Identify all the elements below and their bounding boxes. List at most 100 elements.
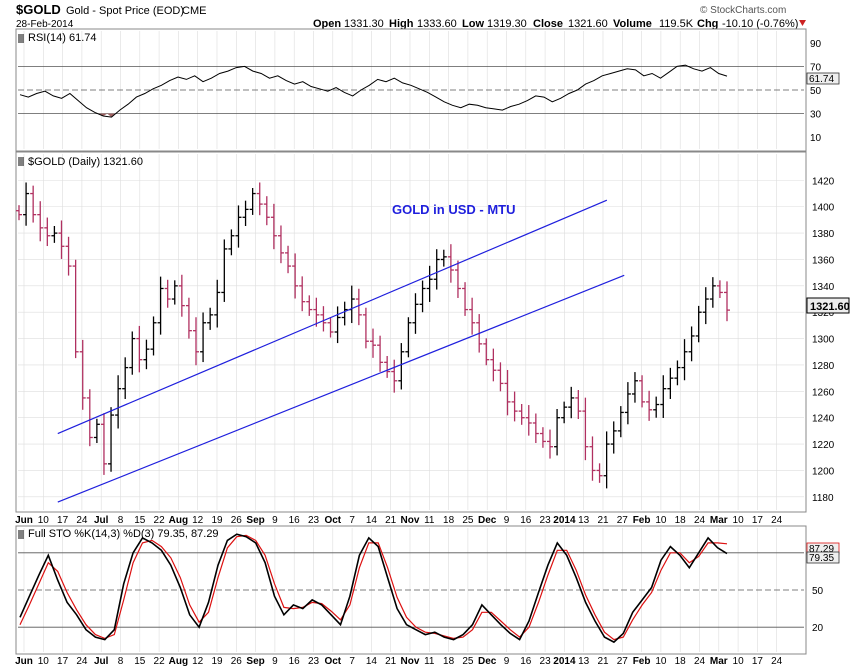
volume-label: Volume xyxy=(613,18,652,30)
volume-value: 119.5K xyxy=(659,18,694,30)
stoch-x-tick-label: 7 xyxy=(349,656,355,667)
ohlc-bar xyxy=(370,328,376,358)
price-x-tick-label: 2014 xyxy=(553,515,576,526)
stoch-x-tick-label: 15 xyxy=(134,656,146,667)
ohlc-bar xyxy=(285,245,292,274)
ohlc-bar xyxy=(178,274,185,317)
ohlc-bar xyxy=(617,406,624,438)
stoch-x-tick-label: 8 xyxy=(118,656,124,667)
stoch-x-tick-label: 23 xyxy=(540,656,552,667)
price-tick-label: 1240 xyxy=(812,414,835,425)
channel-upper-line xyxy=(57,199,608,435)
price-x-tick-label: 12 xyxy=(192,515,204,526)
price-x-tick-label: 25 xyxy=(462,515,474,526)
ohlc-bar xyxy=(355,288,362,326)
stoch-panel xyxy=(15,525,807,655)
low-value: 1319.30 xyxy=(487,18,527,30)
ohlc-bar xyxy=(639,375,646,408)
rsi-tick-label: 30 xyxy=(810,110,822,121)
ohlc-bar xyxy=(724,281,730,322)
stoch-x-tick-label: 16 xyxy=(520,656,532,667)
price-x-tick-label: 23 xyxy=(308,515,320,526)
stoch-x-tick-label: 24 xyxy=(771,656,783,667)
stoch-y-axis: 50 20 xyxy=(812,586,824,634)
rsi-y-axis: 90 70 50 30 10 xyxy=(810,39,822,144)
ohlc-bar xyxy=(221,239,228,302)
ohlc-bar xyxy=(58,220,65,259)
price-x-tick-label: 26 xyxy=(231,515,243,526)
ohlc-bar xyxy=(610,421,617,454)
ohlc-bar xyxy=(292,253,299,299)
ohlc-bar xyxy=(362,307,369,349)
ohlc-bar xyxy=(440,249,447,267)
rsi-tick-label: 70 xyxy=(810,62,822,73)
ohlc-bar xyxy=(72,259,79,359)
instrument-name: Gold - Spot Price (EOD) xyxy=(66,5,184,17)
stoch-x-axis: Jun 10 17 24 Jul 8 15 22 Aug 12 19 26 Sep 9 16 23 Oct 7 14… xyxy=(15,656,783,667)
stoch-title: Full STO %K(14,3) %D(3) 79.35, 87.29 xyxy=(28,528,219,540)
ohlc-bar xyxy=(667,367,674,399)
open-value: 1331.30 xyxy=(344,18,384,30)
rsi-tick-label: 50 xyxy=(810,86,822,97)
ohlc-bar xyxy=(44,217,51,247)
price-x-tick-label: 21 xyxy=(385,515,397,526)
price-x-tick-label: 7 xyxy=(349,515,355,526)
chg-value: -10.10 (-0.76%) xyxy=(722,18,798,30)
ohlc-bar xyxy=(398,343,405,390)
ohlc-bar xyxy=(419,280,426,313)
price-y-axis: 1420 1400 1380 1360 1340 1320 1300 1280 1260 1240… xyxy=(812,176,835,503)
rsi-line xyxy=(19,64,728,118)
price-x-tick-label: 22 xyxy=(154,515,166,526)
ohlc-bar xyxy=(497,362,504,392)
price-tool-icon xyxy=(18,157,24,166)
ohlc-bar xyxy=(653,396,660,418)
price-x-axis: Jun 10 17 24 Jul 8 15 22 Aug 12 19 26 Sep 9 16 23 Oct 7 14… xyxy=(15,515,783,526)
price-x-tick-label: 13 xyxy=(578,515,590,526)
ohlc-bar xyxy=(582,397,589,461)
price-last-tag-box xyxy=(806,297,850,314)
stoch-x-tick-label: 12 xyxy=(192,656,204,667)
ohlc-bar xyxy=(108,407,115,472)
rsi-last-tag: 61.74 xyxy=(809,74,834,85)
rsi-last-tag-box xyxy=(806,72,840,85)
ohlc-bar xyxy=(327,317,334,338)
ohlc-bar xyxy=(299,276,306,312)
price-x-tick-label: 10 xyxy=(733,515,745,526)
stoch-x-tick-label: Jul xyxy=(94,656,109,667)
price-tick-label: 1180 xyxy=(812,493,834,504)
ohlc-bar xyxy=(539,427,546,448)
ohlc-bar xyxy=(716,280,723,298)
ohlc-bar xyxy=(568,386,575,419)
ohlc-bar xyxy=(532,413,539,444)
ohlc-bar xyxy=(709,277,716,308)
stoch-x-tick-label: 18 xyxy=(675,656,687,667)
rsi-panel xyxy=(15,28,807,152)
stoch-d-tag: 87.29 xyxy=(809,544,834,555)
ohlc-bar xyxy=(320,306,327,332)
copyright: © StockCharts.com xyxy=(700,5,786,16)
price-x-tick-label: 24 xyxy=(694,515,706,526)
price-x-tick-label: 10 xyxy=(38,515,50,526)
price-x-tick-label: 21 xyxy=(597,515,609,526)
stoch-d-line xyxy=(19,534,728,641)
price-tick-label: 1220 xyxy=(812,440,835,451)
rsi-oversold-fill xyxy=(99,113,116,118)
price-x-tick-label: 14 xyxy=(366,515,378,526)
stoch-x-tick-label: 14 xyxy=(366,656,378,667)
price-x-tick-label: Nov xyxy=(401,515,420,526)
ohlc-bar xyxy=(93,418,100,444)
ohlc-bar xyxy=(23,182,30,226)
ohlc-bar xyxy=(207,307,214,330)
price-tick-label: 1280 xyxy=(812,361,835,372)
price-x-tick-label: 27 xyxy=(617,515,629,526)
stoch-x-tick-label: Sep xyxy=(246,656,264,667)
ohlc-bar xyxy=(193,317,199,366)
ohlc-bar xyxy=(426,265,433,302)
ohlc-bar xyxy=(547,429,553,459)
ohlc-bar xyxy=(660,375,667,418)
ohlc-bar xyxy=(603,431,610,489)
ohlc-bar xyxy=(228,229,235,256)
stoch-x-tick-label: Feb xyxy=(633,656,651,667)
stoch-k-tag: 79.35 xyxy=(809,553,834,564)
